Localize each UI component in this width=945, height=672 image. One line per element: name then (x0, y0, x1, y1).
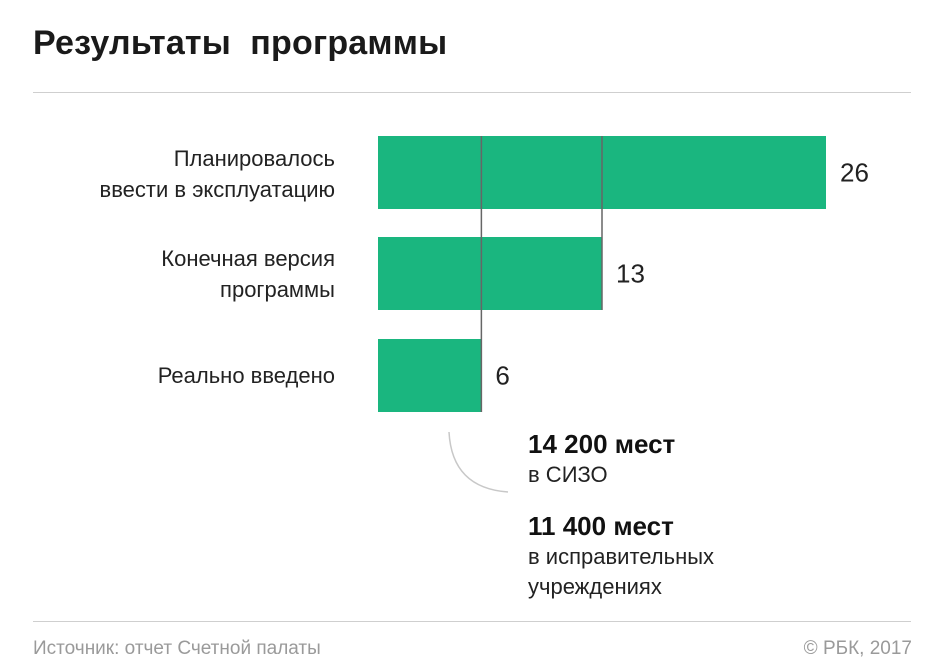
bar-planned (378, 136, 826, 209)
category-label-line: Конечная версия (161, 246, 335, 271)
category-label-line: ввести в эксплуатацию (99, 177, 335, 202)
category-label-planned: Планировалось ввести в эксплуатацию (100, 143, 335, 205)
copyright: © РБК, 2017 (803, 638, 912, 659)
annotation-correctional-value: 11 400 мест (528, 511, 674, 541)
annotation-sizo-value: 14 200 мест (528, 429, 676, 459)
bottom-divider (33, 621, 911, 622)
category-label-line: программы (220, 277, 335, 302)
top-divider (33, 92, 911, 93)
chart-title: Результаты программы (33, 24, 448, 62)
source-note: Источник: отчет Счетной палаты (33, 638, 321, 659)
category-label-final-version: Конечная версия программы (161, 243, 335, 305)
annotation-correctional-label-line: учреждениях (528, 574, 662, 599)
annotation-correctional-label-line: в исправительных (528, 544, 715, 569)
category-label-line: Реально введено (157, 363, 335, 388)
annotation-correctional: 11 400 мест в исправительных учреждениях (528, 510, 714, 602)
annotation-connector (448, 431, 509, 493)
value-label: 26 (840, 158, 869, 188)
bar-actual (378, 339, 482, 412)
value-label: 13 (616, 259, 645, 289)
bar-final-version (378, 237, 602, 310)
category-label-line: Планировалось (173, 146, 335, 171)
annotation-sizo-label: в СИЗО (528, 462, 608, 487)
annotation-sizo: 14 200 мест в СИЗО (528, 428, 675, 490)
category-label-actual: Реально введено (158, 360, 335, 391)
value-label: 6 (495, 361, 509, 391)
